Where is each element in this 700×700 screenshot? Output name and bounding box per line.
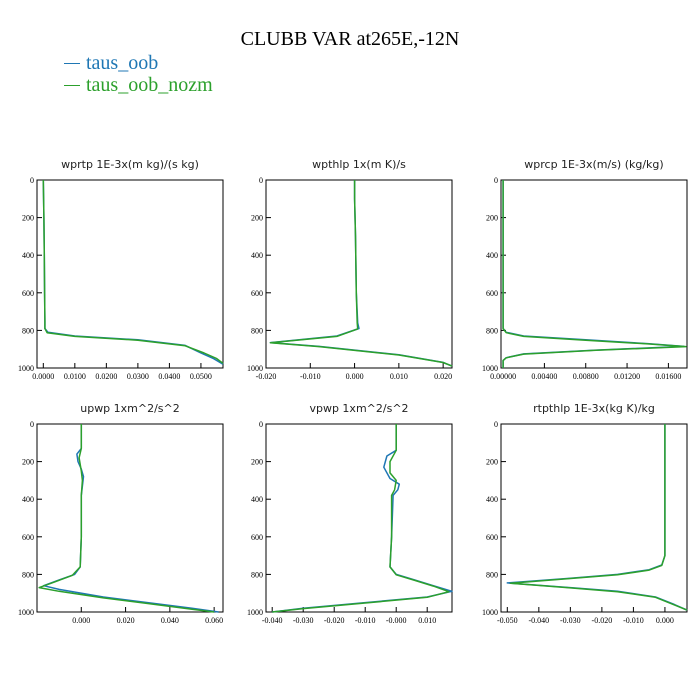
- legend-label: taus_oob_nozm: [86, 74, 213, 96]
- x-tick-label: 0.0000: [32, 372, 54, 381]
- legend-line-icon: [64, 84, 80, 87]
- series-line-taus-oob: [506, 424, 688, 611]
- x-tick-label: 0.000: [72, 616, 90, 625]
- panel-title: rtpthlp 1E-3x(kg K)/kg: [533, 402, 655, 415]
- y-tick-label: 600: [486, 289, 498, 298]
- y-tick-label: 200: [486, 214, 498, 223]
- legend-label: taus_oob: [86, 52, 159, 74]
- y-tick-label: 200: [486, 458, 498, 467]
- y-tick-label: 800: [486, 326, 498, 335]
- plot-frame: [265, 423, 453, 613]
- y-tick-label: 1000: [18, 364, 34, 373]
- y-tick-label: 400: [251, 251, 263, 260]
- legend-item-taus-oob: taus_oob: [64, 52, 158, 74]
- series-line-taus-oob: [269, 180, 453, 367]
- x-tick-label: -0.020: [256, 372, 277, 381]
- y-tick-label: 600: [251, 289, 263, 298]
- x-tick-label: -0.030: [293, 616, 314, 625]
- legend-item-taus-oob-nozm: taus_oob_nozm: [64, 74, 213, 96]
- y-tick-label: 1000: [482, 364, 498, 373]
- x-tick-label: 0.060: [205, 616, 223, 625]
- x-tick-label: -0.040: [262, 616, 283, 625]
- x-tick-label: -0.050: [497, 616, 518, 625]
- x-tick-label: 0.00400: [531, 372, 557, 381]
- series-line-taus-oob-nozm: [272, 424, 450, 613]
- y-tick-label: 400: [486, 495, 498, 504]
- panel-title: wprcp 1E-3x(m/s) (kg/kg): [524, 158, 663, 171]
- y-tick-label: 0: [30, 420, 34, 429]
- y-tick-label: 200: [251, 214, 263, 223]
- y-tick-label: 200: [22, 214, 34, 223]
- series-line-taus-oob-nozm: [502, 180, 687, 368]
- y-tick-label: 600: [251, 533, 263, 542]
- x-tick-label: 0.0200: [95, 372, 117, 381]
- x-tick-label: -0.040: [528, 616, 549, 625]
- plot-frame: [500, 179, 688, 369]
- y-tick-label: 0: [259, 420, 263, 429]
- y-tick-label: 800: [22, 570, 34, 579]
- y-tick-label: 600: [486, 533, 498, 542]
- legend-line-icon: [64, 62, 80, 65]
- series-line-taus-oob-nozm: [269, 180, 453, 367]
- panel-title: wpthlp 1x(m K)/s: [312, 158, 406, 171]
- panel-title: wprtp 1E-3x(m kg)/(s kg): [61, 158, 199, 171]
- series-line-taus-oob-nozm: [38, 424, 215, 613]
- x-tick-label: 0.01200: [614, 372, 640, 381]
- x-tick-label: 0.020: [434, 372, 452, 381]
- y-tick-label: 400: [22, 251, 34, 260]
- series-line-taus-oob: [42, 424, 219, 613]
- y-tick-label: 1000: [18, 608, 34, 617]
- y-tick-label: 800: [486, 570, 498, 579]
- x-tick-label: 0.0500: [190, 372, 212, 381]
- plot-frame: [36, 423, 224, 613]
- plot-frame: [500, 423, 688, 613]
- y-tick-label: 600: [22, 289, 34, 298]
- y-tick-label: 0: [30, 176, 34, 185]
- panel-title: upwp 1xm^2/s^2: [80, 402, 180, 415]
- y-tick-label: 1000: [247, 364, 263, 373]
- y-tick-label: 800: [251, 570, 263, 579]
- x-tick-label: 0.01600: [655, 372, 681, 381]
- y-tick-label: 400: [251, 495, 263, 504]
- x-tick-label: -0.000: [386, 616, 407, 625]
- x-tick-label: -0.020: [592, 616, 613, 625]
- y-tick-label: 400: [22, 495, 34, 504]
- y-tick-label: 0: [494, 420, 498, 429]
- plot-frame: [265, 179, 453, 369]
- x-tick-label: 0.020: [117, 616, 135, 625]
- x-tick-label: -0.030: [560, 616, 581, 625]
- y-tick-label: 800: [251, 326, 263, 335]
- x-tick-label: 0.010: [390, 372, 408, 381]
- x-tick-label: 0.00800: [573, 372, 599, 381]
- x-tick-label: 0.0400: [158, 372, 180, 381]
- y-tick-label: 0: [259, 176, 263, 185]
- x-tick-label: 0.000: [656, 616, 674, 625]
- x-tick-label: 0.040: [161, 616, 179, 625]
- series-line-taus-oob: [42, 179, 224, 365]
- x-tick-label: 0.00000: [490, 372, 516, 381]
- series-line-taus-oob-nozm: [509, 424, 688, 611]
- x-tick-label: -0.010: [355, 616, 376, 625]
- x-tick-label: 0.0100: [64, 372, 86, 381]
- series-line-taus-oob-nozm: [42, 179, 224, 364]
- y-tick-label: 200: [22, 458, 34, 467]
- x-tick-label: 0.0300: [127, 372, 149, 381]
- x-tick-label: -0.020: [324, 616, 345, 625]
- y-tick-label: 1000: [482, 608, 498, 617]
- series-line-taus-oob: [502, 180, 685, 368]
- x-tick-label: 0.010: [418, 616, 436, 625]
- y-tick-label: 0: [494, 176, 498, 185]
- y-tick-label: 1000: [247, 608, 263, 617]
- plot-frame: [36, 179, 224, 369]
- x-tick-label: -0.010: [300, 372, 321, 381]
- x-tick-label: 0.000: [346, 372, 364, 381]
- y-tick-label: 400: [486, 251, 498, 260]
- y-tick-label: 200: [251, 458, 263, 467]
- y-tick-label: 800: [22, 326, 34, 335]
- chart-title: CLUBB VAR at265E,-12N: [240, 28, 460, 50]
- y-tick-label: 600: [22, 533, 34, 542]
- panel-title: vpwp 1xm^2/s^2: [309, 402, 408, 415]
- x-tick-label: -0.010: [623, 616, 644, 625]
